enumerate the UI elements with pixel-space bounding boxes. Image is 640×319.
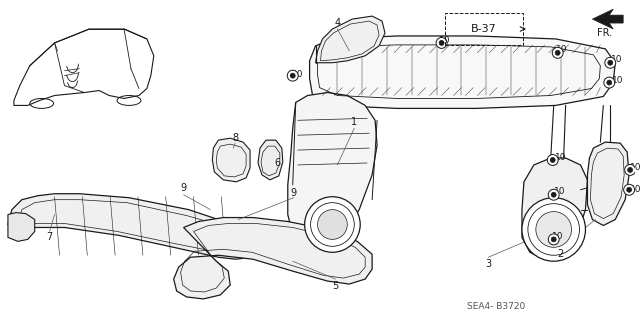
Circle shape bbox=[627, 187, 632, 192]
Text: 10: 10 bbox=[630, 185, 640, 194]
Polygon shape bbox=[588, 142, 629, 226]
Text: 6: 6 bbox=[275, 158, 281, 168]
Text: 8: 8 bbox=[232, 133, 238, 143]
Text: 9: 9 bbox=[291, 188, 297, 198]
Text: 10: 10 bbox=[552, 232, 563, 241]
Text: 10: 10 bbox=[611, 55, 622, 64]
Text: 10: 10 bbox=[611, 76, 623, 85]
Circle shape bbox=[305, 197, 360, 252]
Circle shape bbox=[625, 165, 636, 175]
Text: SEA4- B3720: SEA4- B3720 bbox=[467, 302, 525, 311]
Circle shape bbox=[536, 211, 572, 247]
Circle shape bbox=[436, 37, 447, 48]
Text: 2: 2 bbox=[557, 249, 564, 259]
Circle shape bbox=[548, 234, 559, 245]
Circle shape bbox=[623, 184, 635, 195]
Polygon shape bbox=[173, 218, 372, 299]
Text: 10: 10 bbox=[555, 152, 566, 161]
Polygon shape bbox=[522, 158, 588, 259]
Polygon shape bbox=[593, 9, 623, 29]
Circle shape bbox=[548, 189, 559, 200]
Text: 5: 5 bbox=[332, 281, 339, 291]
Circle shape bbox=[552, 47, 563, 58]
Polygon shape bbox=[310, 36, 615, 108]
Circle shape bbox=[551, 192, 556, 197]
Text: 9: 9 bbox=[180, 183, 187, 193]
Text: 1: 1 bbox=[351, 117, 357, 127]
Circle shape bbox=[522, 198, 586, 261]
Text: 3: 3 bbox=[485, 259, 492, 269]
Circle shape bbox=[607, 80, 612, 85]
Text: 7: 7 bbox=[47, 233, 52, 242]
Circle shape bbox=[604, 77, 615, 88]
Circle shape bbox=[291, 73, 295, 78]
Text: 10: 10 bbox=[556, 45, 568, 54]
Circle shape bbox=[605, 57, 616, 68]
Circle shape bbox=[287, 70, 298, 81]
Circle shape bbox=[550, 158, 555, 162]
Polygon shape bbox=[212, 138, 250, 182]
Circle shape bbox=[317, 210, 348, 239]
Circle shape bbox=[439, 41, 444, 45]
Text: 10: 10 bbox=[292, 70, 303, 79]
Circle shape bbox=[551, 237, 556, 242]
Text: B-37: B-37 bbox=[472, 24, 497, 34]
Text: FR.: FR. bbox=[596, 28, 612, 38]
Text: 10: 10 bbox=[439, 36, 451, 45]
Circle shape bbox=[628, 167, 632, 172]
Polygon shape bbox=[8, 194, 256, 259]
Circle shape bbox=[608, 60, 612, 65]
Polygon shape bbox=[258, 140, 283, 180]
Circle shape bbox=[555, 50, 560, 55]
Polygon shape bbox=[316, 16, 385, 63]
Polygon shape bbox=[288, 93, 377, 247]
Text: 10: 10 bbox=[630, 163, 640, 173]
Polygon shape bbox=[8, 212, 35, 241]
Text: 4: 4 bbox=[334, 18, 340, 28]
Text: 10: 10 bbox=[554, 187, 565, 196]
Circle shape bbox=[547, 154, 558, 166]
